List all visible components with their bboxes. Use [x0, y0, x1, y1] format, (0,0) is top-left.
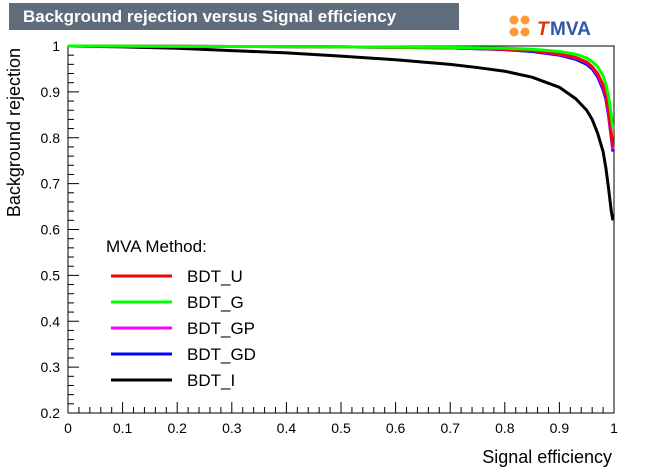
curve-bdt-u — [67, 44, 615, 148]
y-tick-label: 0.7 — [41, 176, 61, 192]
legend-entry-label: BDT_G — [187, 293, 244, 312]
y-tick-label: 0.3 — [41, 359, 61, 375]
x-tick-label: 0.8 — [495, 420, 515, 436]
legend-entry-label: BDT_I — [187, 371, 235, 390]
legend-title: MVA Method: — [106, 237, 207, 256]
y-tick-label: 0.6 — [41, 222, 61, 238]
tmva-logo: T MVA — [509, 15, 591, 40]
curve-bdt-i — [67, 44, 615, 221]
x-tick-label: 0.3 — [222, 420, 242, 436]
y-tick-label: 1 — [52, 38, 60, 54]
x-tick-label: 0.2 — [167, 420, 187, 436]
y-axis-label: Background rejection — [4, 48, 24, 217]
x-tick-label: 0.5 — [331, 420, 351, 436]
y-tick-label: 0.8 — [41, 130, 61, 146]
y-tick-label: 0.4 — [41, 313, 61, 329]
y-tick-labels: 0.2 0.3 0.4 0.5 0.6 0.7 0.8 0.9 1 — [41, 38, 61, 421]
curve-bdt-g — [67, 44, 615, 129]
y-tick-label: 0.9 — [41, 84, 61, 100]
x-tick-label: 1 — [610, 420, 618, 436]
x-tick-labels: 0 0.1 0.2 0.3 0.4 0.5 0.6 0.7 0.8 0.9 1 — [64, 420, 618, 436]
axis-ticks — [67, 45, 615, 414]
legend-entry-label: BDT_GD — [187, 345, 256, 364]
x-tick-label: 0.6 — [386, 420, 406, 436]
logo-letter-t: T — [537, 19, 550, 40]
x-tick-label: 0.1 — [113, 420, 133, 436]
x-tick-label: 0.9 — [550, 420, 570, 436]
chart-title: Background rejection versus Signal effic… — [9, 3, 459, 30]
y-tick-label: 0.5 — [41, 267, 61, 283]
logo-letters-mva: MVA — [550, 19, 591, 40]
roc-curves — [67, 44, 615, 221]
curve-bdt-gp — [67, 44, 615, 150]
plot-frame — [67, 45, 615, 414]
x-axis-label: Signal efficiency — [482, 447, 612, 467]
curve-bdt-gd — [67, 44, 615, 152]
legend: MVA Method: BDT_U BDT_G BDT_GP BDT_GD BDT_I — [106, 237, 256, 390]
x-tick-label: 0.4 — [277, 420, 297, 436]
x-tick-label: 0.7 — [440, 420, 460, 436]
legend-entry-label: BDT_U — [187, 267, 243, 286]
legend-entry-label: BDT_GP — [187, 319, 255, 338]
y-tick-label: 0.2 — [41, 405, 61, 421]
x-tick-label: 0 — [64, 420, 72, 436]
